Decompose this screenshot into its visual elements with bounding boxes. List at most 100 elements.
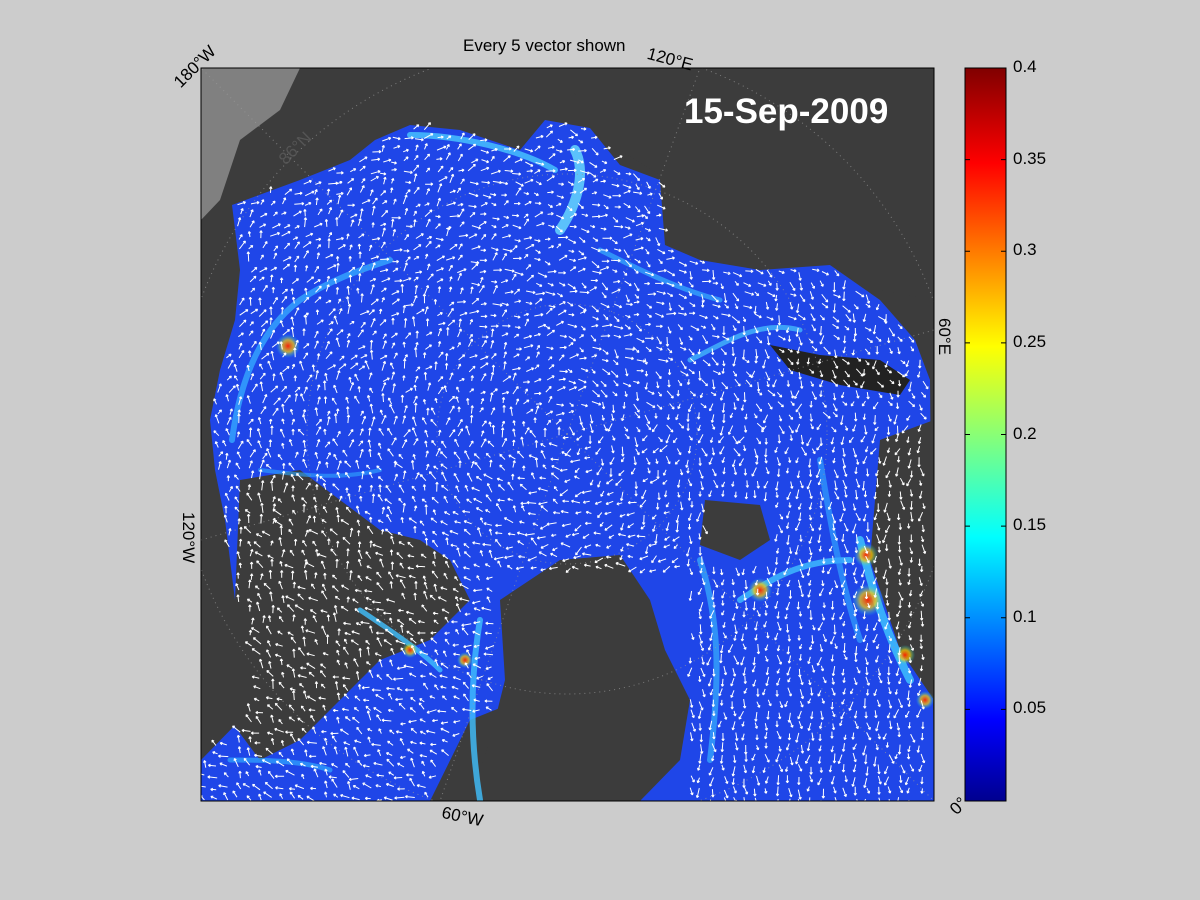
drift-vector [303, 209, 307, 217]
drift-vector [280, 306, 285, 315]
drift-vector [799, 676, 804, 686]
drift-vector [405, 387, 413, 393]
drift-vector [787, 687, 792, 697]
drift-vector [862, 634, 867, 643]
drift-vector [279, 658, 284, 666]
drift-vector [862, 513, 867, 522]
drift-vector [285, 595, 295, 601]
drift-vector [454, 575, 459, 581]
drift-vector [362, 764, 370, 768]
drift-vector [423, 122, 431, 131]
drift-vector [594, 557, 604, 564]
drift-vector [481, 180, 491, 185]
drift-vector [259, 381, 264, 392]
drift-vector [396, 552, 404, 560]
drift-vector [697, 348, 701, 355]
drift-vector [645, 346, 652, 352]
drift-vector [411, 316, 416, 327]
drift-vector [462, 681, 469, 689]
drift-vector [376, 637, 383, 647]
drift-vector [453, 472, 460, 483]
drift-vector [672, 536, 680, 542]
drift-vector [547, 212, 554, 216]
drift-vector [772, 379, 777, 388]
drift-vector [467, 163, 476, 172]
drift-vector [288, 439, 293, 447]
drift-vector [897, 568, 902, 575]
drift-vector [393, 248, 403, 252]
drift-vector [246, 795, 252, 801]
drift-vector [919, 590, 924, 597]
drift-vector [899, 477, 905, 486]
drift-vector [540, 443, 546, 448]
drift-vector [332, 708, 339, 713]
drift-vector [291, 418, 296, 425]
drift-vector [830, 600, 835, 610]
drift-vector [356, 519, 360, 527]
drift-vector [613, 359, 619, 366]
drift-vector [786, 666, 791, 676]
drift-vector [482, 194, 492, 199]
drift-vector [394, 796, 405, 800]
drift-vector [865, 294, 871, 304]
drift-vector [329, 528, 338, 536]
drift-vector [602, 368, 611, 375]
drift-vector [258, 793, 262, 801]
drift-vector [767, 389, 776, 397]
drift-vector [775, 491, 779, 498]
drift-vector [841, 588, 845, 596]
drift-vector [469, 212, 476, 218]
drift-vector [615, 478, 623, 486]
drift-vector [410, 697, 416, 702]
drift-vector [865, 676, 870, 686]
drift-vector [744, 787, 749, 795]
drift-vector [698, 611, 702, 620]
drift-vector [447, 307, 454, 317]
drift-vector [577, 385, 587, 391]
drift-vector [476, 675, 483, 680]
drift-vector [445, 143, 450, 150]
drift-vector [349, 527, 354, 537]
drift-vector [279, 371, 284, 381]
drift-vector [438, 429, 442, 437]
drift-vector [636, 337, 645, 343]
drift-vector [831, 687, 836, 696]
drift-vector [853, 710, 858, 719]
drift-vector [454, 495, 461, 504]
drift-vector [718, 688, 723, 697]
drift-vector [603, 204, 609, 210]
drift-vector [379, 319, 387, 326]
drift-vector [897, 797, 900, 801]
drift-vector [315, 285, 322, 293]
drift-vector [390, 561, 395, 570]
drift-vector [734, 624, 738, 635]
drift-vector [855, 489, 859, 500]
drift-vector [576, 448, 581, 456]
drift-vector [569, 258, 577, 263]
drift-vector [368, 309, 375, 316]
drift-vector [789, 756, 794, 766]
drift-vector [472, 630, 481, 636]
drift-vector [842, 448, 846, 457]
drift-vector [719, 391, 725, 401]
drift-vector [612, 217, 619, 223]
drift-vector [786, 646, 791, 655]
drift-vector [380, 257, 390, 261]
drift-vector [294, 393, 299, 402]
drift-vector [647, 292, 657, 296]
drift-vector [517, 476, 525, 480]
drift-vector [259, 658, 264, 669]
drift-vector [600, 227, 607, 231]
drift-vector [580, 310, 586, 314]
drift-vector [600, 213, 608, 218]
drift-vector [818, 588, 824, 597]
drift-vector [464, 662, 469, 669]
drift-vector [266, 670, 274, 677]
drift-vector [808, 556, 812, 563]
drift-vector [723, 712, 728, 720]
drift-vector [556, 403, 565, 407]
drift-vector [445, 417, 451, 425]
drift-vector [335, 507, 339, 515]
drift-vector [396, 666, 406, 670]
drift-vector [425, 365, 433, 370]
